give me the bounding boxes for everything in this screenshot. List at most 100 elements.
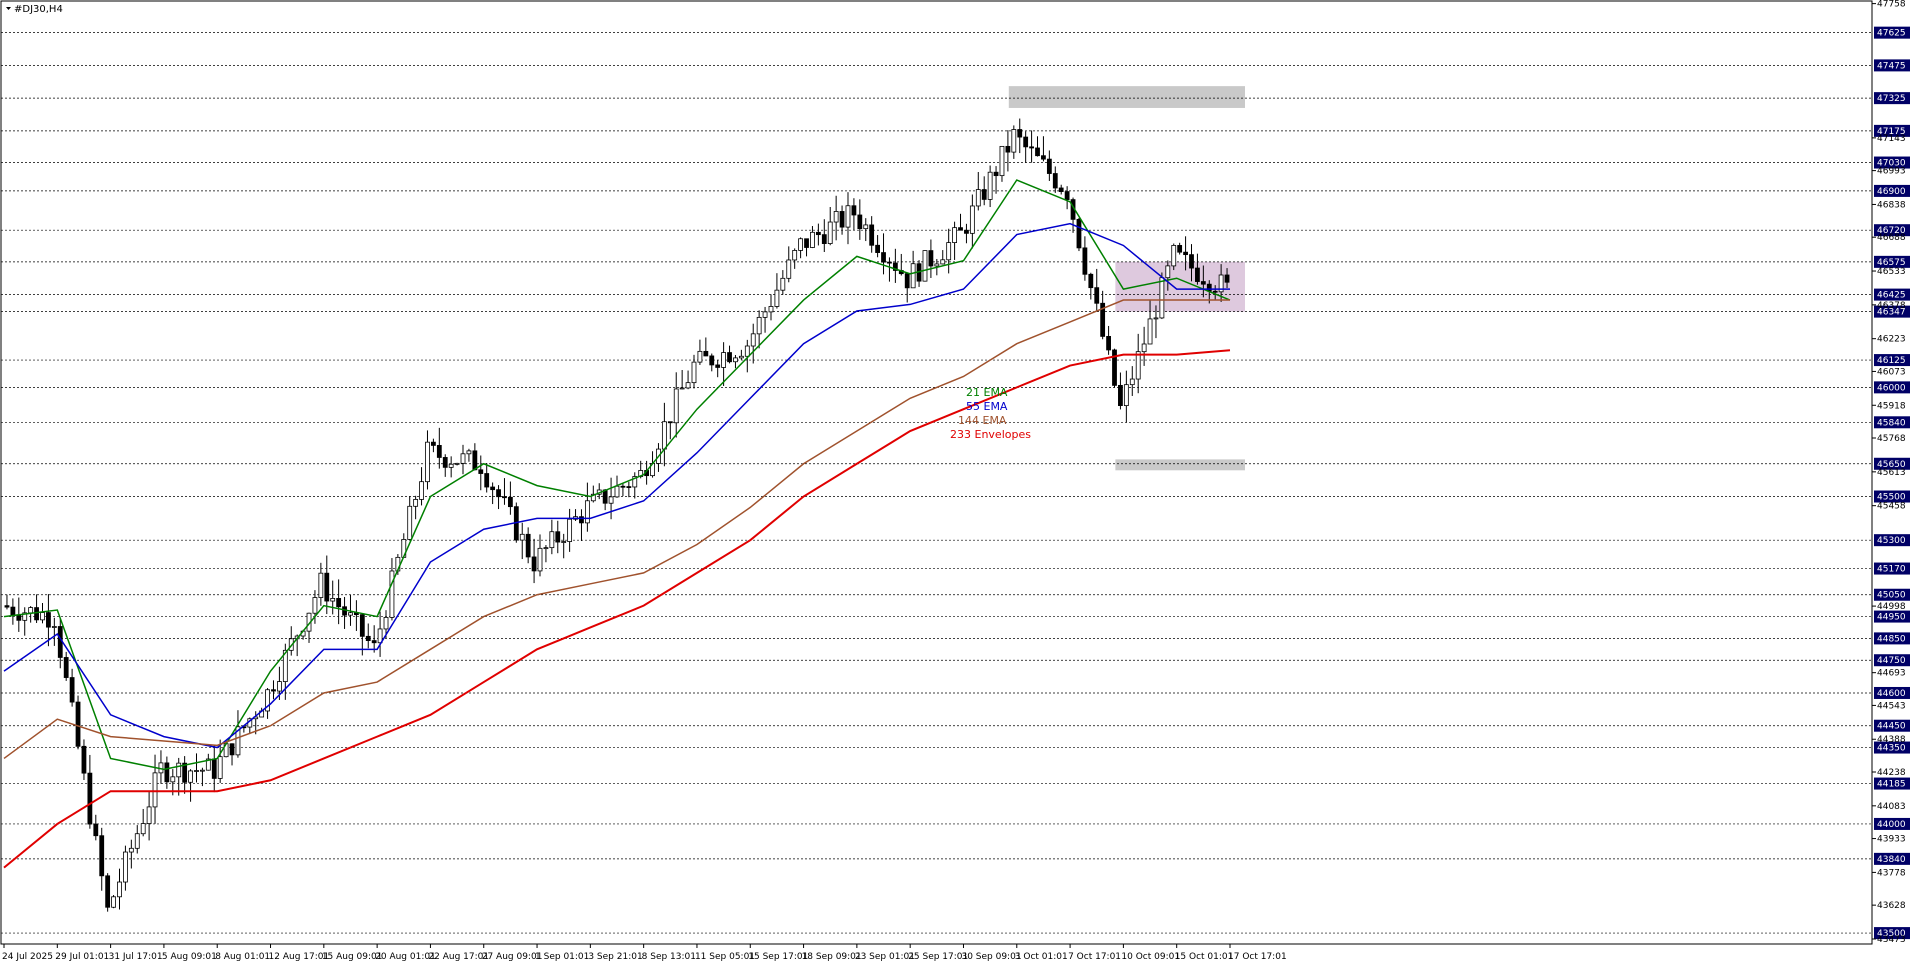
candle-body-52 <box>312 597 318 614</box>
x-tick-15: 18 Sep 09:01 <box>802 952 862 962</box>
candle-body-126 <box>750 333 756 347</box>
y-tick-boxed-46575: 46575 <box>1877 258 1906 268</box>
legend-item-3: 233 Envelopes <box>950 428 1031 441</box>
y-tick-boxed-46425: 46425 <box>1877 291 1906 301</box>
candle-body-63 <box>377 628 383 644</box>
y-tick-boxed-45840: 45840 <box>1877 418 1906 428</box>
y-tick-44693: 44693 <box>1877 669 1906 679</box>
y-tick-boxed-43840: 43840 <box>1877 855 1906 865</box>
candle-body-118 <box>703 350 709 357</box>
candle-body-17 <box>105 875 111 908</box>
x-tick-13: 11 Sep 05:01 <box>695 952 755 962</box>
y-tick-boxed-44950: 44950 <box>1877 613 1906 623</box>
candle-body-12 <box>75 701 81 747</box>
candle-body-197 <box>1171 245 1177 267</box>
y-tick-43933: 43933 <box>1877 835 1906 845</box>
candle-body-142 <box>845 205 851 228</box>
y-tick-box-46125 <box>1874 354 1910 367</box>
candle-body-179 <box>1064 191 1070 201</box>
candle-body-35 <box>211 758 217 779</box>
x-tick-14: 15 Sep 17:01 <box>748 952 808 962</box>
y-tick-box-45500 <box>1874 490 1910 503</box>
candle-body-95 <box>567 518 573 542</box>
candle-body-155 <box>922 250 928 282</box>
y-tick-boxed-47325: 47325 <box>1877 94 1906 104</box>
candle-body-161 <box>958 227 963 231</box>
candle-body-84 <box>502 496 507 499</box>
y-tick-boxed-44000: 44000 <box>1877 820 1906 830</box>
candle-body-10 <box>63 657 69 678</box>
candle-body-194 <box>1153 317 1159 320</box>
candle-body-169 <box>1005 145 1011 153</box>
candle-body-20 <box>123 851 128 883</box>
y-tick-box-45170 <box>1874 562 1910 575</box>
candle-body-165 <box>981 189 987 200</box>
candle-body-44 <box>265 689 270 712</box>
y-tick-44998: 44998 <box>1877 602 1906 612</box>
candle-body-83 <box>496 489 501 498</box>
candle-body-133 <box>792 250 798 261</box>
y-tick-box-44000 <box>1874 817 1910 830</box>
candle-body-8 <box>51 626 57 628</box>
y-tick-box-43500 <box>1874 927 1910 940</box>
y-tick-boxed-45170: 45170 <box>1877 565 1906 575</box>
candle-body-70 <box>419 481 424 500</box>
y-tick-boxed-46000: 46000 <box>1877 383 1906 393</box>
candle-body-140 <box>833 211 839 223</box>
x-tick-3: 5 Aug 09:01 <box>162 952 217 962</box>
candle-body-195 <box>1159 277 1165 319</box>
candle-body-187 <box>1112 349 1117 386</box>
indicator-lines <box>3 179 1231 869</box>
x-tick-8: 22 Aug 17:01 <box>428 952 489 962</box>
candle-body-156 <box>928 250 934 267</box>
y-tick-46378: 46378 <box>1877 301 1906 311</box>
candle-body-105 <box>626 486 632 488</box>
y-tick-boxed-45650: 45650 <box>1877 460 1906 470</box>
candle-body-122 <box>727 352 732 363</box>
zone-1 <box>1115 459 1245 471</box>
y-tick-box-43840 <box>1874 852 1910 865</box>
candle-body-87 <box>519 533 525 541</box>
candle-body-102 <box>608 496 614 504</box>
candle-body-146 <box>869 224 875 246</box>
plot-frame <box>0 0 1873 945</box>
candle-body-76 <box>454 462 460 465</box>
candle-body-68 <box>407 505 413 540</box>
candle-body-29 <box>176 762 182 778</box>
y-tick-box-44350 <box>1874 741 1910 754</box>
x-tick-19: 3 Oct 01:01 <box>1015 952 1068 962</box>
candle-body-198 <box>1177 245 1183 253</box>
legend-item-2: 144 EMA <box>958 414 1007 427</box>
candle-body-152 <box>904 273 910 289</box>
candle-body-36 <box>217 756 223 779</box>
candle-body-92 <box>549 531 555 549</box>
candle-body-127 <box>756 316 762 335</box>
candle-body-25 <box>152 772 158 808</box>
candle-body-130 <box>774 289 780 307</box>
y-tick-47143: 47143 <box>1877 134 1906 144</box>
y-tick-box-46425 <box>1874 288 1910 301</box>
y-tick-boxed-47475: 47475 <box>1877 61 1906 71</box>
candle-body-181 <box>1076 218 1082 249</box>
symbol-title: #DJ30,H4 <box>6 4 63 15</box>
candle-body-72 <box>430 441 436 446</box>
y-tick-box-47625 <box>1874 26 1910 39</box>
candle-body-39 <box>235 726 241 756</box>
y-tick-boxed-44850: 44850 <box>1877 634 1906 644</box>
y-tick-boxed-47175: 47175 <box>1877 127 1906 137</box>
x-tick-7: 20 Aug 01:01 <box>375 952 436 962</box>
candle-body-5 <box>34 607 39 621</box>
candle-body-162 <box>964 229 969 234</box>
candle-body-139 <box>827 221 833 244</box>
candle-body-75 <box>448 463 454 468</box>
x-tick-10: 1 Sep 01:01 <box>535 952 589 962</box>
candle-body-124 <box>738 355 744 359</box>
candle-body-31 <box>188 770 193 783</box>
candle-body-6 <box>40 612 45 621</box>
candle-body-91 <box>543 547 549 550</box>
candle-body-112 <box>667 421 673 424</box>
chart-menu-triangle-icon[interactable] <box>6 7 11 10</box>
